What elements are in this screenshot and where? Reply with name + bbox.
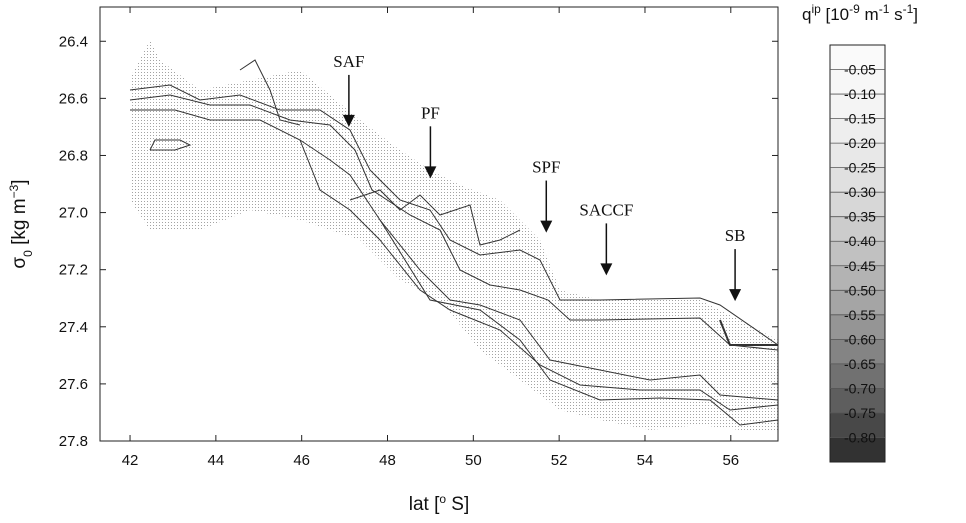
colorbar-band [830, 118, 885, 144]
label-part: ] [9, 179, 30, 184]
y-tick-label: 26.6 [59, 90, 88, 107]
colorbar-tick-label: -0.10 [844, 86, 876, 102]
colorbar-band [830, 94, 885, 119]
label-part: -1 [903, 2, 914, 16]
label-part: [kg m [9, 198, 30, 250]
colorbar-label: qip [10-9 m-1 s-1] [802, 2, 918, 24]
annotation-arrowhead [729, 289, 742, 302]
plot-frame [99, 6, 779, 442]
y-tick-label: 27.6 [59, 376, 88, 393]
annotation: SB [725, 226, 746, 245]
annotation: PF [421, 103, 440, 122]
colorbar-band [830, 388, 885, 413]
colorbar-band [830, 339, 885, 364]
label-part: σ [9, 257, 30, 269]
x-tick-label: 52 [551, 452, 568, 469]
y-tick-label: 27.8 [59, 433, 88, 450]
label-part: S] [446, 494, 469, 515]
colorbar-tick-label: -0.40 [844, 233, 876, 249]
x-tick-label: 56 [722, 452, 739, 469]
label-part: s [889, 5, 902, 24]
y-axis-label: σ0 [kg m−3] [7, 179, 35, 268]
colorbar-tick-label: -0.60 [844, 331, 876, 347]
x-tick-label: 44 [208, 452, 225, 469]
label-part: -1 [879, 2, 890, 16]
x-tick-label: 46 [293, 452, 310, 469]
colorbar-band [830, 363, 885, 389]
x-axis-label: lat [o S] [409, 492, 470, 515]
colorbar-band [830, 45, 885, 70]
annotation-arrowhead [342, 114, 355, 127]
annotation-arrowhead [424, 166, 437, 179]
y-tick-label: 26.8 [59, 147, 88, 164]
colorbar-band [830, 143, 885, 168]
label-part: ] [913, 5, 918, 24]
y-tick-label: 27.0 [59, 205, 88, 222]
label-part: 0 [21, 250, 35, 257]
colorbar-band [830, 192, 885, 217]
colorbar-tick-label: -0.70 [844, 380, 876, 396]
colorbar-tick-label: -0.55 [844, 307, 876, 323]
colorbar-band [830, 412, 885, 438]
colorbar-band [830, 69, 885, 95]
y-tick-label: 27.2 [59, 262, 88, 279]
contour-field [129, 40, 779, 430]
colorbar-tick-label: -0.30 [844, 184, 876, 200]
annotation: SACCF [579, 200, 633, 219]
colorbar-tick-label: -0.65 [844, 356, 876, 372]
label-part: [10 [821, 5, 849, 24]
annotation: SAF [333, 52, 364, 71]
annotation-arrowhead [600, 263, 613, 276]
colorbar-tick-label: -0.80 [844, 429, 876, 445]
annotation-arrowhead [540, 220, 553, 233]
colorbar-tick-label: -0.15 [844, 111, 876, 127]
y-tick-label: 26.4 [59, 33, 88, 50]
colorbar-tick-label: -0.20 [844, 135, 876, 151]
colorbar-tick-label: -0.75 [844, 405, 876, 421]
label-part: -9 [849, 2, 860, 16]
colorbar-band [830, 265, 885, 291]
colorbar-band [830, 216, 885, 242]
colorbar-tick-label: -0.50 [844, 282, 876, 298]
colorbar-tick-label: -0.25 [844, 160, 876, 176]
x-tick-label: 48 [379, 452, 396, 469]
x-tick-label: 50 [465, 452, 482, 469]
x-tick-label: 42 [122, 452, 139, 469]
label-part: −3 [7, 184, 21, 198]
colorbar-tick-label: -0.45 [844, 258, 876, 274]
colorbar-frame [829, 44, 886, 463]
colorbar-band [830, 314, 885, 340]
label-part: q [802, 5, 811, 24]
y-tick-label: 27.4 [59, 319, 88, 336]
colorbar-tick-label: -0.05 [844, 62, 876, 78]
colorbar-band [830, 437, 885, 462]
label-part: lat [ [409, 494, 440, 515]
label-part: m [860, 5, 879, 24]
colorbar-band [830, 290, 885, 315]
colorbar-tick-label: -0.35 [844, 209, 876, 225]
colorbar-band [830, 241, 885, 266]
label-part: ip [811, 2, 821, 16]
colorbar-band [830, 167, 885, 193]
annotation: SPF [532, 158, 560, 177]
x-tick-label: 54 [637, 452, 654, 469]
label-part: o [439, 492, 446, 506]
